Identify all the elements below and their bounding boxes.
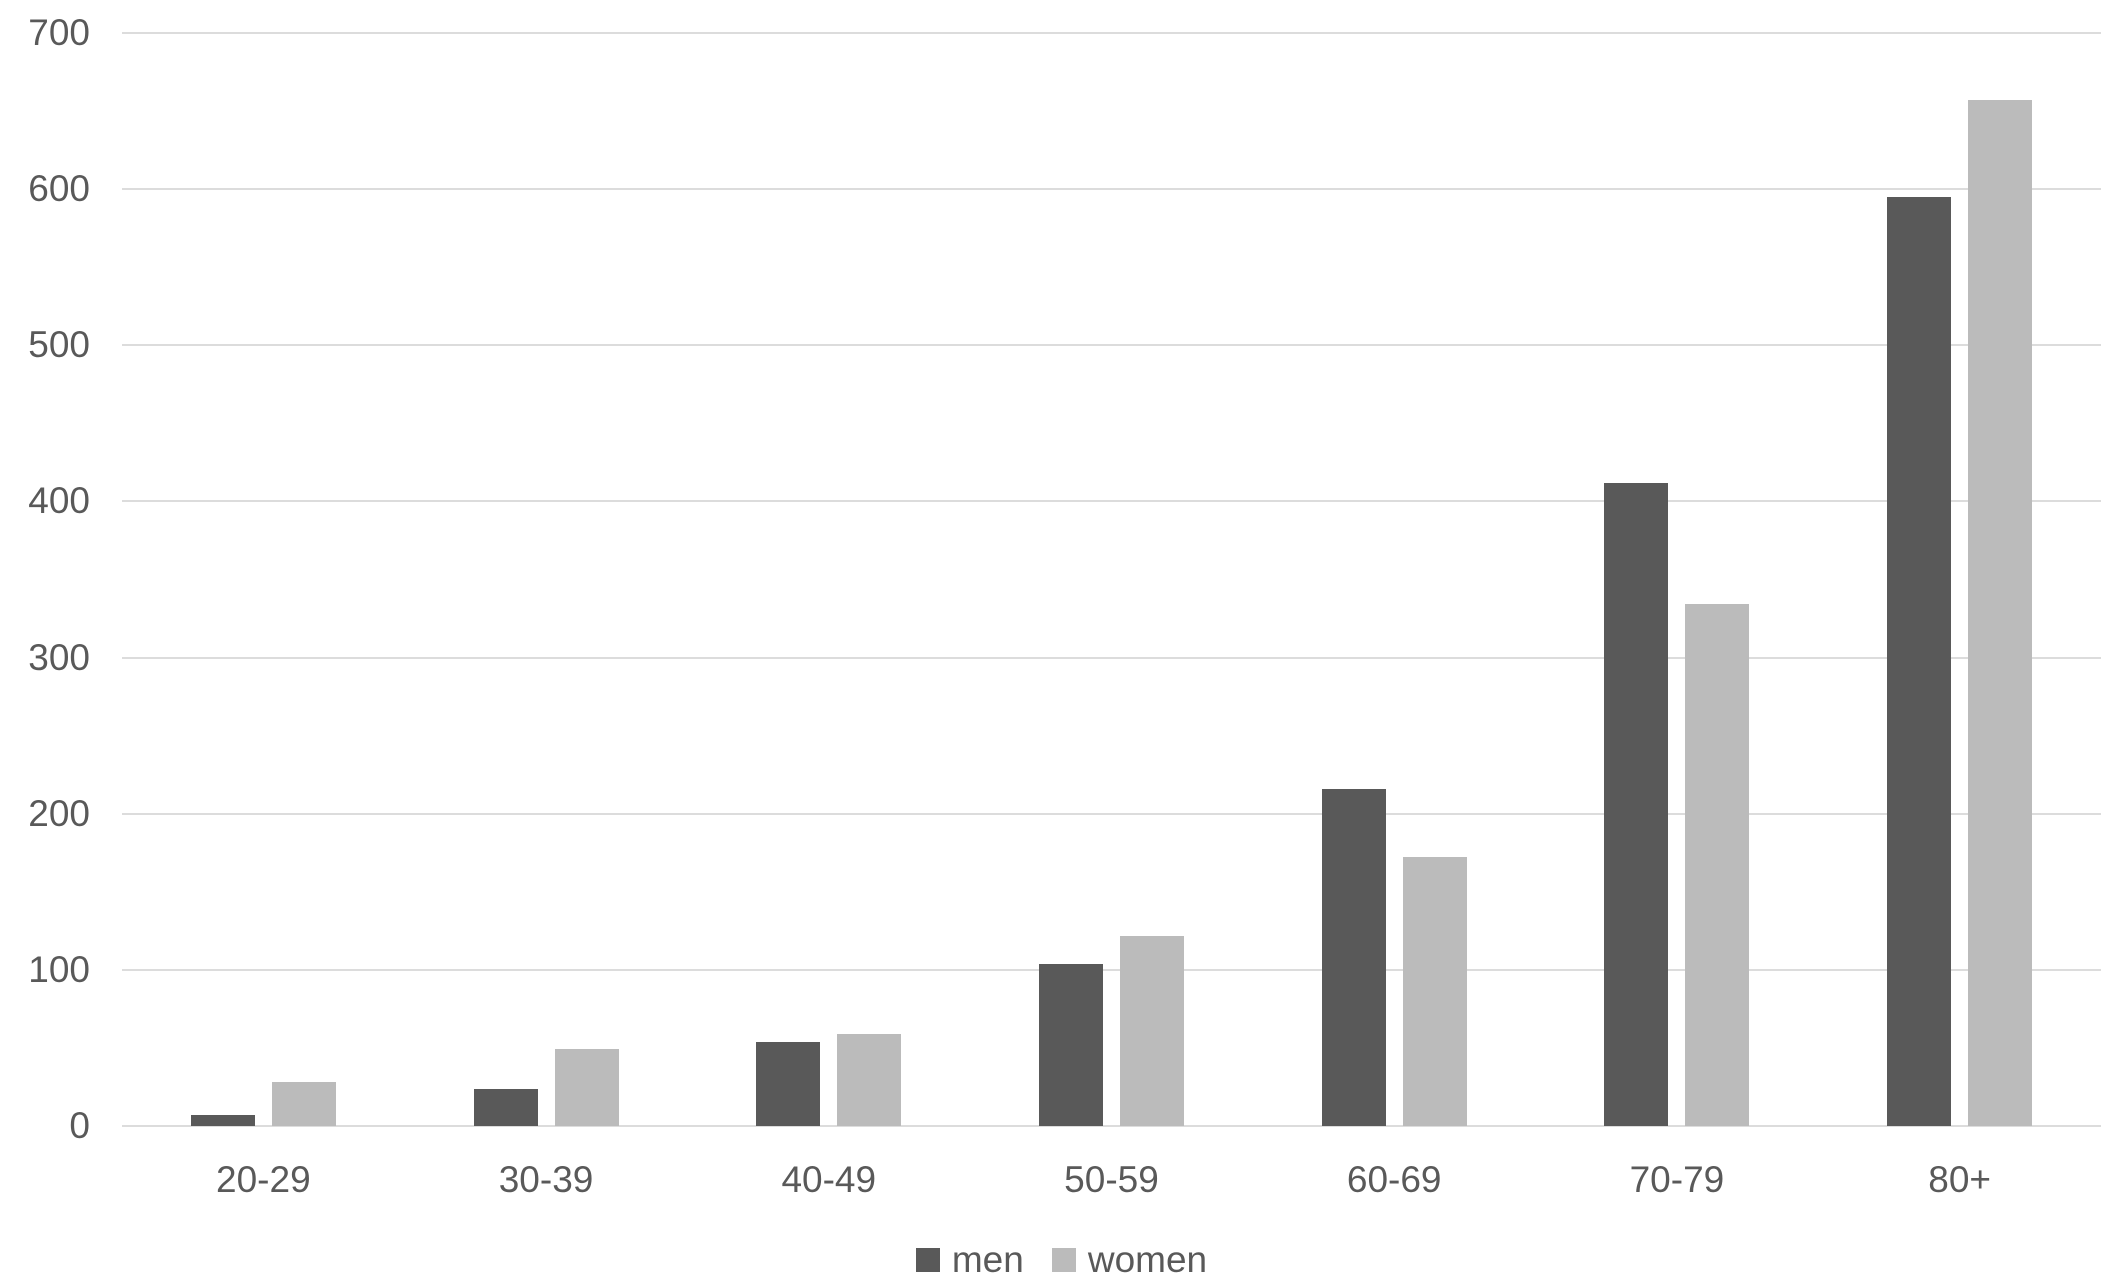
bar-group-40-49	[687, 33, 970, 1126]
y-tick-label: 100	[28, 948, 90, 990]
x-tick-label-80+: 80+	[1928, 1159, 1992, 1200]
y-tick-label: 700	[28, 12, 90, 53]
y-tick-label: 400	[28, 480, 90, 522]
legend-label-men: men	[951, 1239, 1024, 1280]
gridline-y-500	[122, 344, 2101, 347]
gridline-y-200	[122, 812, 2101, 815]
bar-group-70-79	[1536, 33, 1819, 1126]
x-tick-label-40-49: 40-49	[781, 1159, 877, 1200]
gridline-y-300	[122, 656, 2101, 659]
bar-women-50-59	[1119, 936, 1184, 1126]
gridline-y-700	[122, 32, 2101, 34]
bar-women-80+	[1968, 100, 2033, 1126]
bar-group-30-39	[405, 33, 688, 1126]
gridline-y-0	[122, 1125, 2101, 1127]
bar-women-20-29	[271, 1082, 336, 1126]
y-tick-label: 200	[28, 792, 90, 834]
bar-women-60-69	[1402, 857, 1467, 1126]
gridline-y-400	[122, 500, 2101, 503]
x-tick-label-70-79: 70-79	[1629, 1159, 1725, 1200]
bar-men-60-69	[1321, 789, 1386, 1126]
legend-item-men: men	[915, 1239, 1024, 1280]
y-tick-label: 500	[28, 324, 90, 366]
bar-men-50-59	[1038, 964, 1103, 1126]
legend-label-women: women	[1087, 1239, 1208, 1280]
plot-area	[122, 32, 2101, 1127]
bar-women-40-49	[837, 1034, 902, 1126]
x-tick-label-20-29: 20-29	[216, 1159, 311, 1200]
y-tick-label: 0	[69, 1105, 90, 1146]
y-tick-label: 600	[28, 168, 90, 210]
bar-group-60-69	[1253, 33, 1536, 1126]
legend-swatch-men	[915, 1248, 940, 1272]
bar-group-80+	[1818, 33, 2101, 1126]
legend-item-women: women	[1051, 1239, 1208, 1280]
bar-men-80+	[1887, 197, 1952, 1126]
bar-men-40-49	[756, 1042, 821, 1126]
bar-men-20-29	[190, 1115, 255, 1126]
x-tick-label-30-39: 30-39	[498, 1159, 594, 1200]
bar-women-30-39	[554, 1049, 619, 1126]
x-tick-label-60-69: 60-69	[1346, 1159, 1442, 1200]
bar-group-50-59	[970, 33, 1253, 1126]
bar-women-70-79	[1685, 604, 1750, 1126]
bar-group-20-29	[122, 33, 405, 1126]
legend-swatch-women	[1051, 1248, 1076, 1272]
gridline-y-600	[122, 188, 2101, 191]
gridline-y-100	[122, 968, 2101, 971]
legend: men women	[0, 1240, 2123, 1280]
bar-men-30-39	[473, 1089, 538, 1126]
bar-men-70-79	[1604, 483, 1669, 1126]
x-tick-label-50-59: 50-59	[1064, 1159, 1159, 1200]
y-tick-label: 300	[28, 636, 90, 678]
